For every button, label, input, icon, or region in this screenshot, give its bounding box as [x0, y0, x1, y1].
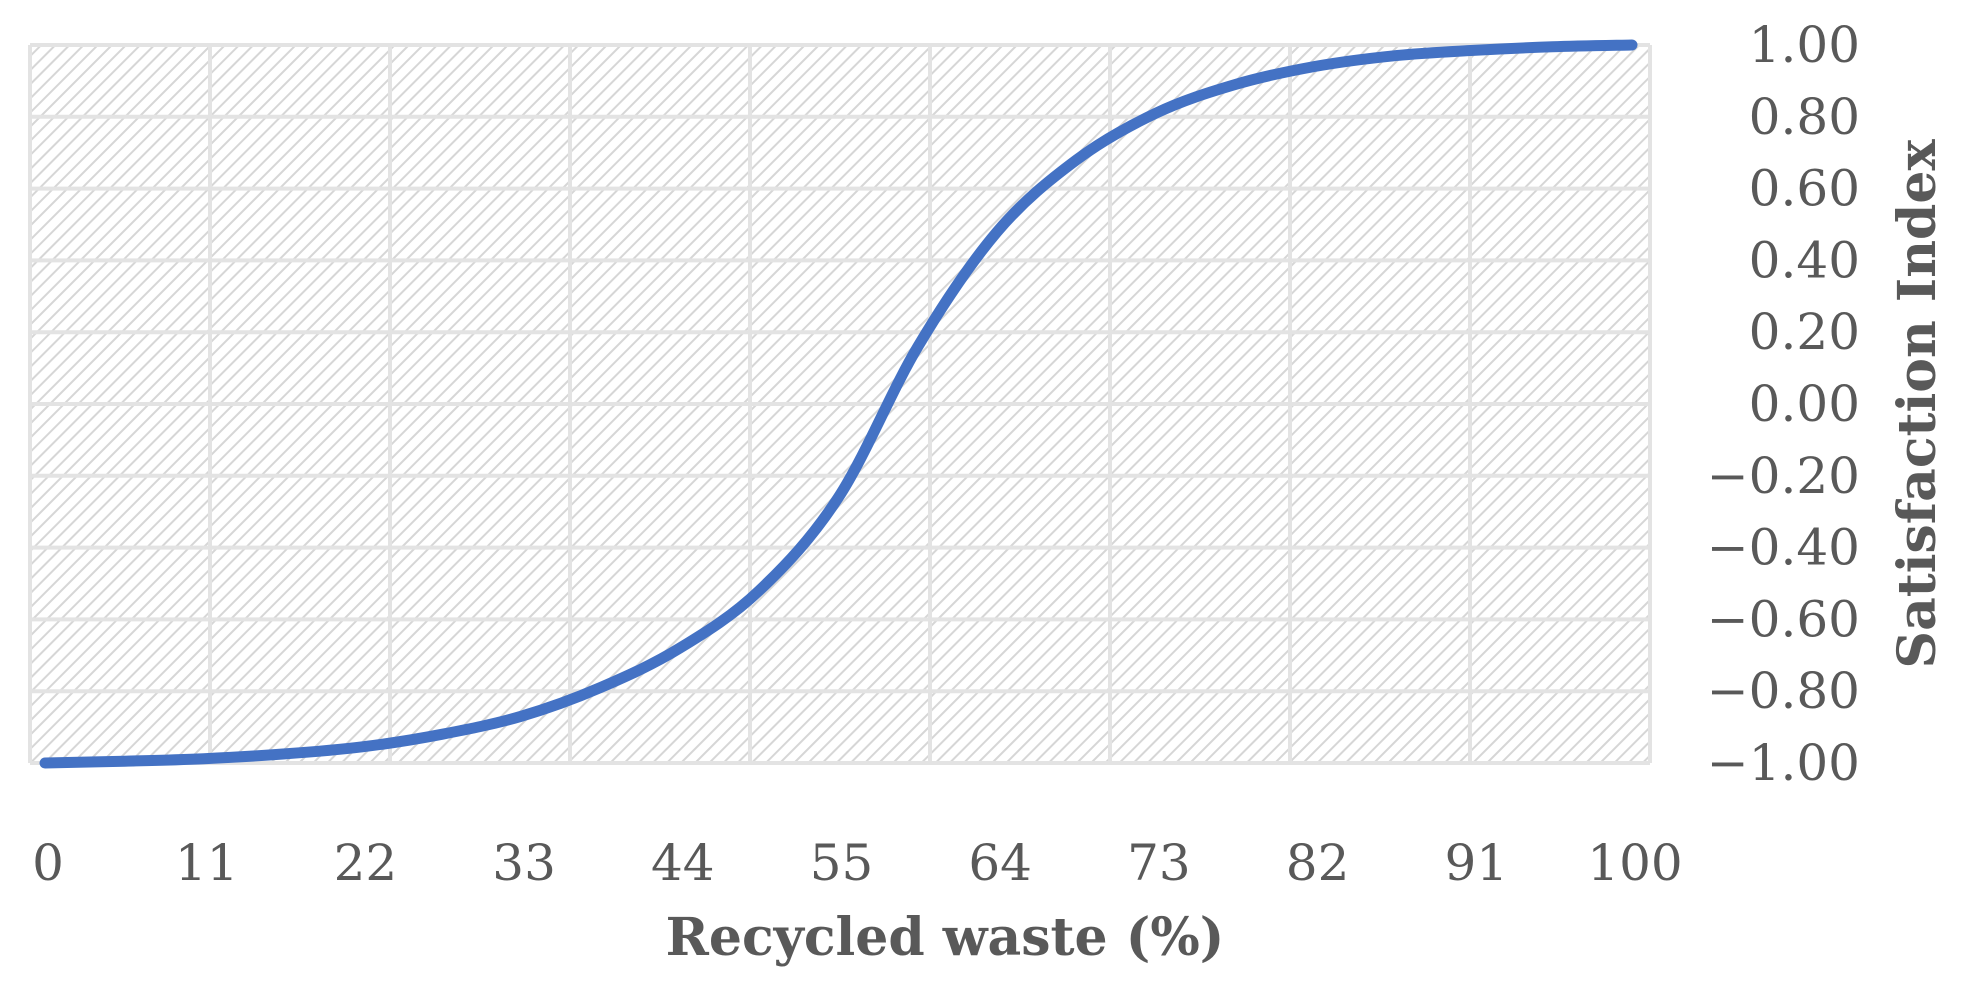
y-tick-label: 1.00	[1749, 16, 1860, 74]
y-tick-label: −0.20	[1707, 447, 1860, 505]
y-tick-label: −0.40	[1707, 519, 1860, 577]
y-tick-label: −0.80	[1707, 662, 1860, 720]
y-axis-title: Satisfaction Index	[1887, 139, 1948, 669]
y-axis-ticks: 1.00 0.80 0.60 0.40 0.20 0.00 −0.20 −0.40 −0.60 −…	[1707, 16, 1860, 792]
x-tick-label: 55	[810, 834, 874, 892]
x-tick-label: 11	[175, 834, 239, 892]
y-tick-label: −0.60	[1707, 590, 1860, 648]
x-axis-ticks: 0 11 22 33 44 55 64 73 82 91 100	[32, 834, 1683, 892]
x-tick-label: 73	[1127, 834, 1191, 892]
x-tick-label: 0	[32, 834, 64, 892]
x-tick-label: 100	[1587, 834, 1682, 892]
y-tick-label: 0.40	[1749, 231, 1860, 289]
horizontal-gridlines	[30, 43, 1650, 765]
x-tick-label: 82	[1286, 834, 1350, 892]
x-tick-label: 91	[1444, 834, 1508, 892]
y-tick-label: 0.20	[1749, 303, 1860, 361]
y-tick-label: 0.80	[1749, 88, 1860, 146]
x-tick-label: 64	[968, 834, 1032, 892]
y-tick-label: 0.00	[1749, 375, 1860, 433]
y-tick-label: 0.60	[1749, 160, 1860, 218]
x-axis-title: Recycled waste (%)	[666, 907, 1225, 968]
y-tick-label: −1.00	[1707, 734, 1860, 792]
series-line	[39, 39, 1638, 769]
x-tick-label: 44	[651, 834, 715, 892]
x-tick-label: 22	[334, 834, 398, 892]
x-tick-label: 33	[492, 834, 556, 892]
